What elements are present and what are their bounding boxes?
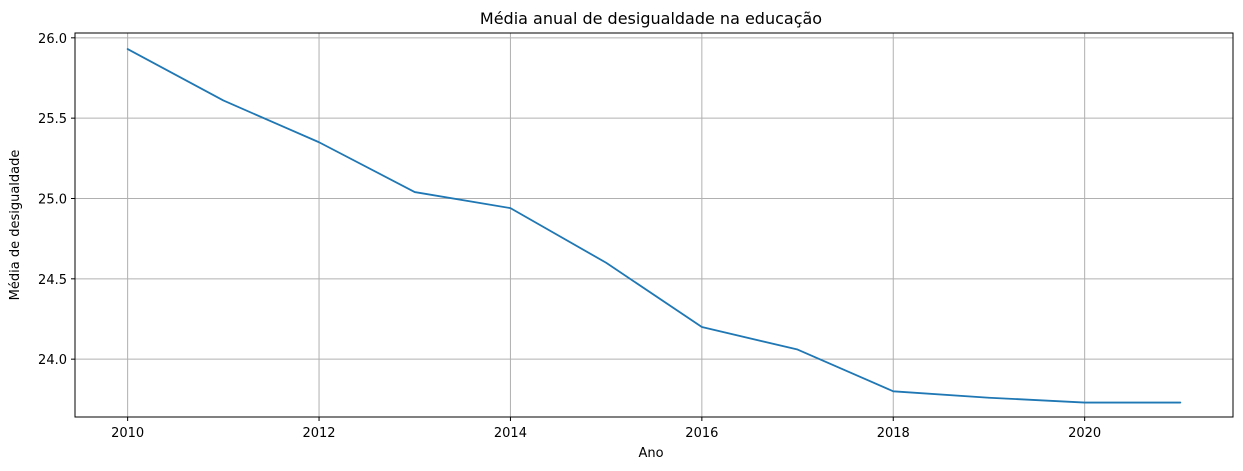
x-tick-label: 2012 [302, 426, 335, 441]
series-group [126, 48, 1182, 404]
x-tick-label: 2010 [111, 426, 144, 441]
x-tick-label: 2018 [877, 426, 910, 441]
grid-lines [75, 33, 1233, 417]
chart-title: Média anual de desigualdade na educação [480, 9, 822, 28]
y-axis-ticks: 24.0 24.5 25.0 25.5 26.0 [38, 32, 75, 368]
x-axis-label: Ano [638, 446, 663, 461]
y-tick-label: 24.0 [38, 353, 67, 368]
y-tick-label: 24.5 [38, 273, 67, 288]
x-axis-ticks: 2010 2012 2014 2016 2018 2020 [111, 417, 1101, 441]
y-tick-label: 26.0 [38, 32, 67, 47]
x-tick-label: 2020 [1068, 426, 1101, 441]
y-tick-label: 25.0 [38, 192, 67, 207]
x-tick-label: 2016 [685, 426, 718, 441]
y-axis-label: Média de desigualdade [8, 150, 23, 301]
x-tick-label: 2014 [494, 426, 527, 441]
y-tick-label: 25.5 [38, 112, 67, 127]
series-line [126, 48, 1182, 404]
plot-area-frame [74, 32, 1234, 418]
